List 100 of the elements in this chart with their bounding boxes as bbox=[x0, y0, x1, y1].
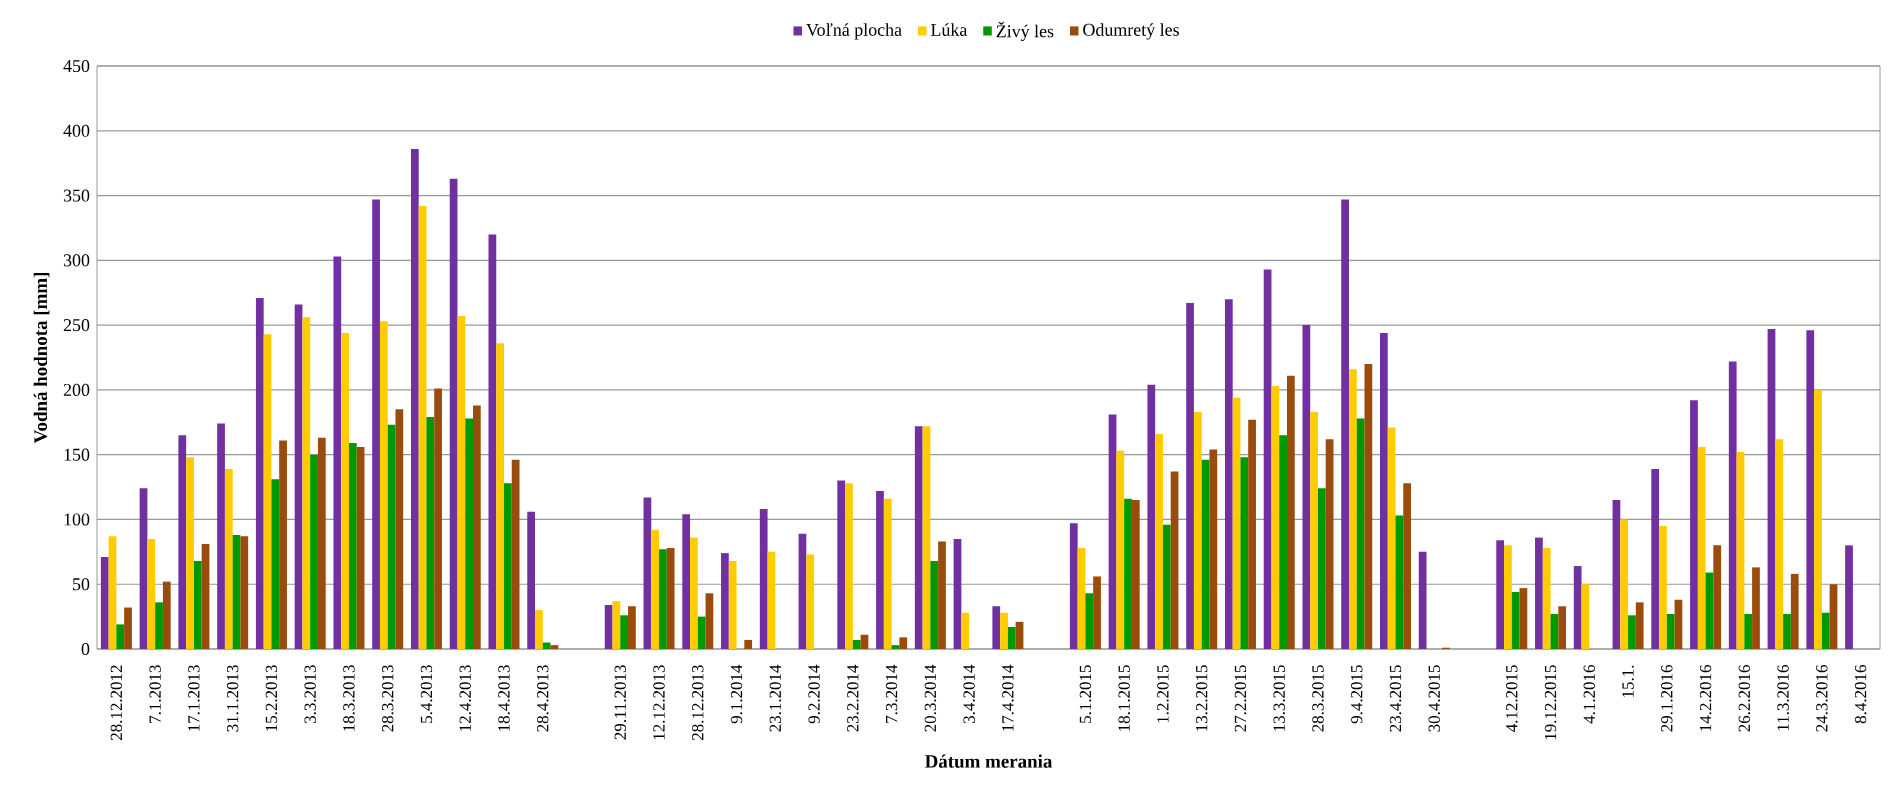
bar bbox=[1162, 524, 1171, 649]
legend-label: Živý les bbox=[996, 21, 1054, 42]
bar bbox=[193, 560, 202, 649]
bar bbox=[697, 616, 706, 649]
bar bbox=[317, 437, 326, 649]
bar bbox=[372, 199, 380, 649]
bar bbox=[1713, 545, 1722, 649]
y-tick-label: 450 bbox=[63, 59, 90, 73]
bar bbox=[1519, 588, 1528, 649]
bar bbox=[1612, 500, 1621, 649]
bar bbox=[1790, 573, 1799, 649]
x-tick-label: 12.4.2013 bbox=[459, 665, 471, 731]
bar bbox=[100, 557, 109, 649]
x-tick-label: 26.2.2016 bbox=[1738, 665, 1751, 732]
bar bbox=[1829, 584, 1838, 649]
x-tick-label: 9.1.2014 bbox=[730, 664, 743, 724]
bar bbox=[891, 645, 900, 649]
bar bbox=[1317, 488, 1326, 649]
bar bbox=[1387, 427, 1396, 649]
x-tick-label: 17.4.2014 bbox=[1002, 664, 1014, 731]
bar bbox=[1240, 457, 1249, 649]
x-tick-label: 3.4.2014 bbox=[963, 664, 975, 724]
bar bbox=[1131, 500, 1140, 649]
bar bbox=[1170, 471, 1179, 649]
y-tick-label: 300 bbox=[63, 254, 90, 267]
bar bbox=[721, 553, 729, 649]
bar bbox=[1000, 612, 1008, 649]
bar bbox=[1550, 614, 1559, 649]
bar bbox=[1193, 411, 1202, 649]
legend-label: Lúka bbox=[931, 23, 968, 36]
x-tick-label: 28.12.2012 bbox=[110, 665, 123, 741]
bar bbox=[139, 488, 148, 649]
y-tick-label: 200 bbox=[63, 383, 90, 396]
x-tick-label: 20.3.2014 bbox=[924, 664, 937, 732]
bar bbox=[356, 446, 365, 649]
bar bbox=[1015, 621, 1024, 649]
bar bbox=[263, 334, 272, 649]
bar bbox=[1310, 411, 1318, 649]
bar bbox=[852, 639, 861, 649]
bar bbox=[1263, 269, 1272, 649]
bar bbox=[1155, 433, 1163, 649]
y-tick-label: 0 bbox=[81, 642, 90, 656]
bar bbox=[1628, 615, 1636, 649]
bar bbox=[1325, 439, 1334, 649]
bar bbox=[1573, 566, 1582, 649]
bar bbox=[395, 409, 404, 649]
bar bbox=[1302, 325, 1311, 649]
bar bbox=[1736, 452, 1745, 649]
bar bbox=[434, 388, 442, 649]
bar bbox=[1620, 519, 1629, 649]
bar bbox=[1341, 199, 1349, 649]
x-tick-label: 15.2.2013 bbox=[265, 665, 278, 731]
legend-label: Voľná plocha bbox=[806, 23, 902, 40]
bar bbox=[1496, 540, 1505, 649]
bar bbox=[1558, 606, 1567, 649]
bar bbox=[279, 440, 287, 649]
bar bbox=[379, 321, 388, 649]
bar bbox=[1209, 449, 1218, 649]
x-tick-label: 5.4.2013 bbox=[420, 665, 433, 723]
bar bbox=[310, 454, 318, 649]
bar bbox=[1635, 602, 1644, 649]
bar bbox=[418, 205, 427, 649]
bar bbox=[1124, 498, 1132, 649]
x-tick-label: 5.1.2015 bbox=[1079, 665, 1092, 723]
bar bbox=[232, 534, 241, 649]
bar bbox=[1279, 435, 1287, 649]
bar bbox=[1806, 330, 1815, 649]
x-tick-label: 4.1.2016 bbox=[1583, 665, 1596, 724]
bar bbox=[1379, 332, 1388, 649]
bar bbox=[178, 435, 187, 649]
bar bbox=[930, 560, 939, 649]
bar bbox=[1504, 545, 1512, 649]
bar bbox=[341, 332, 349, 649]
bar bbox=[1744, 614, 1753, 649]
x-tick-label: 18.3.2013 bbox=[343, 665, 355, 731]
x-tick-label: 9.2.2014 bbox=[808, 664, 820, 724]
bar bbox=[1542, 547, 1551, 649]
bar bbox=[806, 554, 815, 649]
x-tick-label: 15.1. bbox=[1622, 665, 1634, 697]
bar bbox=[837, 480, 846, 649]
bar bbox=[449, 178, 458, 649]
x-tick-label: 4.12.2015 bbox=[1506, 665, 1518, 732]
x-tick-label: 18.4.2013 bbox=[498, 665, 510, 731]
bar bbox=[651, 529, 660, 649]
bar bbox=[1069, 523, 1078, 649]
bar bbox=[1581, 584, 1590, 649]
bar bbox=[744, 639, 753, 649]
bar bbox=[1271, 386, 1280, 649]
x-tick-label: 7.3.2014 bbox=[885, 664, 898, 723]
bar bbox=[1007, 626, 1016, 649]
y-axis-title: Vodná hodnota [mm] bbox=[33, 273, 50, 444]
x-tick-label: 30.4.2015 bbox=[1428, 665, 1441, 732]
bar bbox=[116, 624, 125, 649]
bar bbox=[643, 497, 652, 649]
x-tick-label: 23.1.2014 bbox=[769, 664, 782, 732]
bar bbox=[992, 606, 1001, 649]
y-tick-label: 50 bbox=[73, 578, 90, 591]
bar bbox=[1418, 551, 1427, 649]
bar bbox=[240, 536, 249, 649]
bar bbox=[457, 316, 466, 649]
